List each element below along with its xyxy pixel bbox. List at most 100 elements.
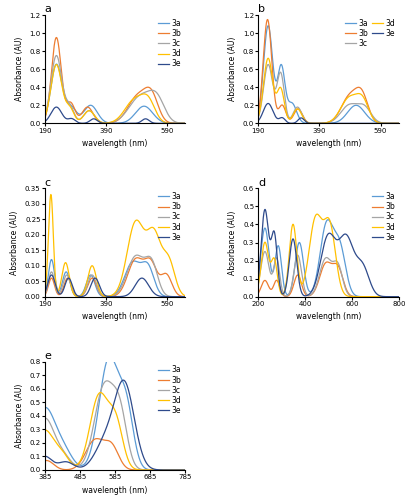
3e: [256, 275, 261, 281]
3e: [42, 454, 47, 460]
3b: [50, 64, 55, 70]
3a: [49, 256, 54, 262]
3e: [107, 120, 112, 126]
3b: [324, 120, 329, 126]
3a: [324, 120, 329, 126]
3b: [179, 293, 184, 299]
3e: [392, 120, 397, 126]
Line: 3d: 3d: [45, 392, 185, 470]
3a: [179, 120, 184, 126]
3d: [263, 65, 268, 71]
3b: [179, 467, 184, 473]
Line: 3d: 3d: [45, 64, 185, 124]
Line: 3c: 3c: [45, 255, 185, 296]
3b: [135, 254, 140, 260]
Line: 3a: 3a: [258, 26, 399, 124]
Line: 3d: 3d: [45, 194, 185, 296]
3b: [183, 120, 188, 126]
3a: [367, 114, 372, 120]
3c: [392, 120, 397, 126]
3d: [179, 290, 184, 296]
3d: [42, 427, 47, 433]
3d: [321, 216, 326, 222]
3c: [179, 120, 184, 126]
3a: [107, 353, 112, 359]
3c: [324, 254, 329, 260]
3d: [324, 214, 329, 220]
3d: [396, 120, 401, 126]
3c: [42, 113, 47, 119]
3c: [179, 120, 184, 126]
X-axis label: wavelength (nm): wavelength (nm): [296, 139, 361, 148]
3d: [153, 228, 158, 234]
3c: [54, 52, 59, 59]
3d: [392, 294, 397, 300]
Legend: 3a, 3b, 3c, 3d, 3e: 3a, 3b, 3c, 3d, 3e: [345, 19, 395, 48]
3a: [392, 120, 397, 126]
3d: [179, 290, 184, 296]
3a: [321, 120, 326, 126]
3d: [153, 107, 158, 113]
3c: [321, 120, 326, 126]
3c: [111, 119, 116, 125]
3a: [392, 294, 397, 300]
3d: [315, 211, 319, 217]
3a: [153, 280, 158, 286]
3a: [326, 216, 330, 222]
3b: [265, 16, 270, 22]
3a: [183, 120, 188, 126]
3e: [263, 103, 268, 109]
3d: [153, 467, 158, 473]
3c: [266, 62, 271, 68]
3e: [153, 120, 158, 126]
3a: [179, 294, 184, 300]
Line: 3b: 3b: [258, 20, 399, 124]
3b: [183, 294, 188, 300]
3a: [263, 38, 268, 44]
3c: [396, 294, 401, 300]
3d: [392, 120, 397, 126]
Legend: 3a, 3b, 3c, 3d, 3e: 3a, 3b, 3c, 3d, 3e: [158, 19, 182, 68]
3e: [324, 120, 329, 126]
3c: [179, 467, 184, 473]
3e: [266, 100, 271, 106]
Y-axis label: Absorbance (AU): Absorbance (AU): [228, 210, 237, 274]
3a: [179, 467, 184, 473]
3b: [392, 294, 397, 300]
3b: [42, 292, 47, 298]
Text: e: e: [45, 351, 52, 361]
3d: [50, 202, 55, 208]
3d: [256, 282, 261, 288]
3c: [135, 252, 140, 258]
3a: [107, 354, 112, 360]
Line: 3a: 3a: [258, 220, 399, 296]
Line: 3b: 3b: [45, 258, 185, 296]
3e: [107, 294, 112, 300]
Y-axis label: Absorbance (AU): Absorbance (AU): [228, 37, 237, 102]
3d: [179, 120, 184, 126]
3d: [98, 390, 103, 396]
3e: [183, 467, 188, 473]
Line: 3e: 3e: [45, 107, 185, 124]
3a: [396, 120, 401, 126]
X-axis label: wavelength (nm): wavelength (nm): [82, 139, 148, 148]
3e: [50, 272, 55, 278]
3a: [50, 412, 55, 418]
3c: [263, 249, 268, 255]
Line: 3a: 3a: [45, 64, 185, 124]
3e: [50, 108, 55, 114]
Text: b: b: [258, 4, 265, 14]
3e: [183, 120, 188, 126]
3d: [183, 120, 188, 126]
Line: 3e: 3e: [258, 104, 399, 124]
3c: [392, 294, 397, 300]
3e: [179, 467, 184, 473]
3a: [153, 114, 158, 119]
3b: [183, 467, 188, 473]
3b: [111, 119, 116, 125]
3a: [179, 120, 184, 126]
3b: [256, 110, 261, 116]
3a: [107, 120, 112, 126]
3c: [179, 467, 184, 473]
3e: [111, 403, 116, 409]
